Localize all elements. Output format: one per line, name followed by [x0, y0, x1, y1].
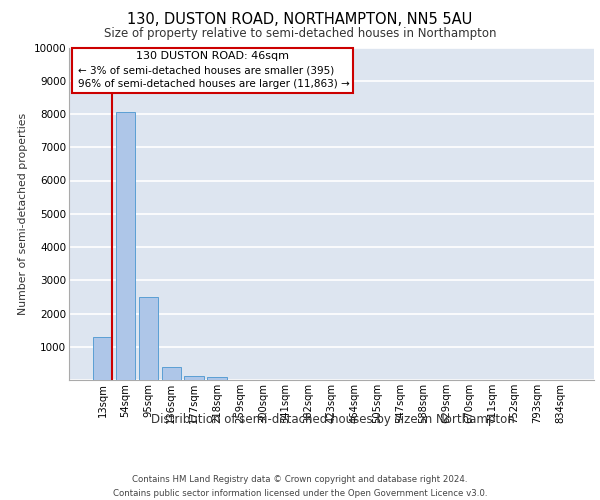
Text: Size of property relative to semi-detached houses in Northampton: Size of property relative to semi-detach…	[104, 28, 496, 40]
Text: Contains HM Land Registry data © Crown copyright and database right 2024.
Contai: Contains HM Land Registry data © Crown c…	[113, 476, 487, 498]
Bar	[184, 376, 204, 380]
Text: Distribution of semi-detached houses by size in Northampton: Distribution of semi-detached houses by …	[151, 412, 515, 426]
Text: 130, DUSTON ROAD, NORTHAMPTON, NN5 5AU: 130, DUSTON ROAD, NORTHAMPTON, NN5 5AU	[127, 12, 473, 28]
FancyBboxPatch shape	[71, 48, 353, 94]
Y-axis label: Number of semi-detached properties: Number of semi-detached properties	[18, 112, 28, 315]
Text: 96% of semi-detached houses are larger (11,863) →: 96% of semi-detached houses are larger (…	[78, 80, 350, 90]
Bar	[208, 376, 227, 380]
Text: 130 DUSTON ROAD: 46sqm: 130 DUSTON ROAD: 46sqm	[136, 51, 289, 61]
Bar	[139, 297, 158, 380]
Bar	[161, 368, 181, 380]
Bar	[116, 112, 135, 380]
Text: ← 3% of semi-detached houses are smaller (395): ← 3% of semi-detached houses are smaller…	[78, 65, 334, 75]
Bar	[93, 337, 112, 380]
